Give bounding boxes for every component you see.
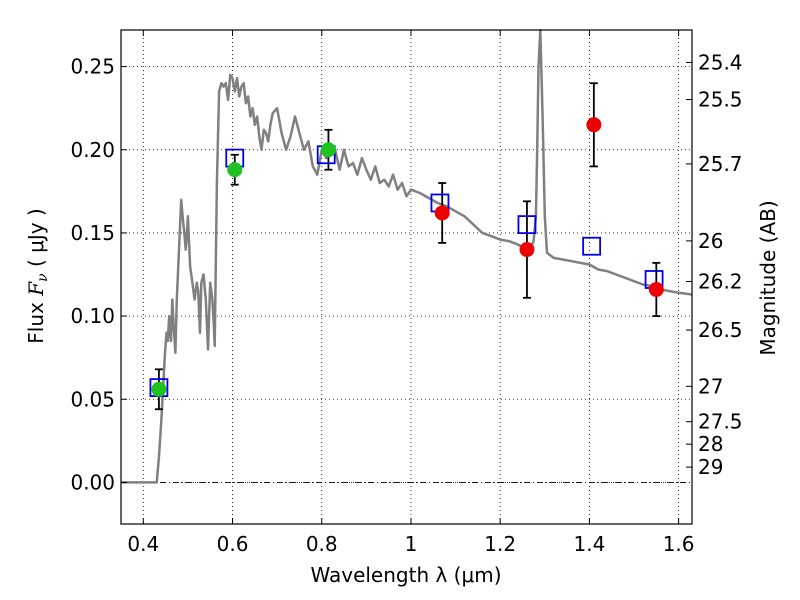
x-tick-label: 1.2 — [484, 532, 516, 556]
error-bars — [154, 82, 661, 411]
observed-flux-points — [151, 117, 664, 397]
sed-model-line — [121, 28, 693, 484]
y-tick-label: 0.20 — [70, 138, 115, 162]
magnitude-tick-label: 26 — [698, 229, 723, 253]
y-axis-label-left: Flux Fν ( μJy ) — [24, 208, 51, 343]
magnitude-tick-label: 29 — [698, 455, 723, 479]
y-tick-label: 0.00 — [70, 470, 115, 494]
x-tick-label: 0.6 — [217, 532, 249, 556]
magnitude-tick-label: 25.7 — [698, 152, 743, 176]
observed-flux-point — [586, 117, 602, 133]
x-tick-label: 1.6 — [663, 532, 695, 556]
x-tick-label: 1 — [405, 532, 418, 556]
x-tick-label: 0.8 — [306, 532, 338, 556]
observed-flux-point — [151, 381, 167, 397]
y-axis-label-right: Magnitude (AB) — [756, 200, 780, 355]
observed-flux-point — [648, 281, 664, 297]
y-tick-label: 0.25 — [70, 55, 115, 79]
observed-flux-point — [519, 242, 535, 258]
sed-model-curve — [121, 28, 693, 484]
grid — [121, 30, 692, 524]
magnitude-tick-label: 25.5 — [698, 88, 743, 112]
x-axis-label: Wavelength λ (μm) — [310, 563, 501, 587]
magnitude-tick-label: 27 — [698, 374, 723, 398]
x-tick-label: 1.4 — [573, 532, 605, 556]
model-flux-square — [517, 215, 537, 235]
model-flux-square — [582, 236, 602, 256]
magnitude-tick-label: 28 — [698, 432, 723, 456]
observed-flux-point — [227, 162, 243, 178]
y-tick-label: 0.15 — [70, 221, 115, 245]
magnitude-tick-label: 25.4 — [698, 50, 743, 74]
observed-flux-point — [434, 205, 450, 221]
magnitude-tick-label: 26.2 — [698, 269, 743, 293]
model-flux-squares — [149, 145, 664, 398]
axis-ticks: 0.4 0.6 0.8 1 1.2 1.4 1.6 0.00 0.05 0.10 0.15 0.20 0… — [70, 30, 743, 556]
plot-frame — [120, 29, 693, 525]
observed-flux-point — [320, 142, 336, 158]
y-tick-label: 0.05 — [70, 387, 115, 411]
y-tick-label: 0.10 — [70, 304, 115, 328]
magnitude-tick-label: 27.5 — [698, 410, 743, 434]
magnitude-tick-label: 26.5 — [698, 318, 743, 342]
x-tick-label: 0.4 — [127, 532, 159, 556]
